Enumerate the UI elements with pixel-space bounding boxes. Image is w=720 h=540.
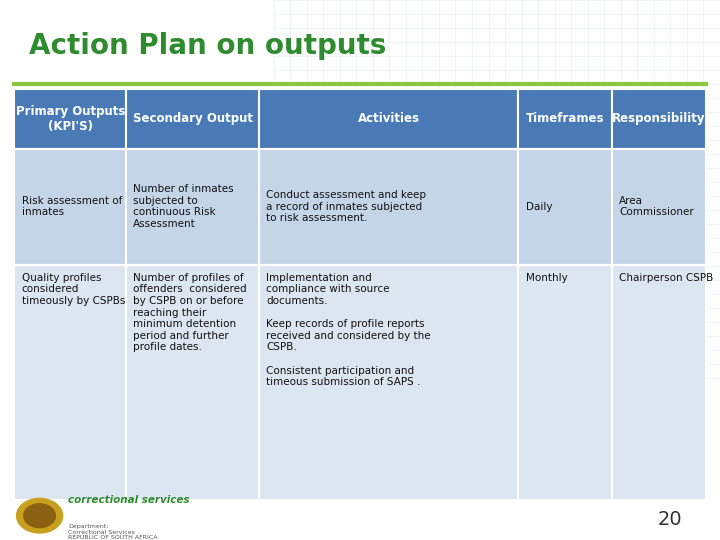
Bar [259,89,518,148]
Bar [518,89,612,148]
Circle shape [17,498,63,533]
Text: Responsibility: Responsibility [612,112,706,125]
Text: Primary Outputs
(KPI'S): Primary Outputs (KPI'S) [16,105,125,133]
Text: Risk assessment of
inmates: Risk assessment of inmates [22,195,122,217]
Bar [259,148,518,265]
Text: Monthly: Monthly [526,273,567,283]
Text: Number of inmates
subjected to
continuous Risk
Assessment: Number of inmates subjected to continuou… [133,184,234,229]
Bar [14,265,126,500]
Bar [14,89,126,148]
Text: Chairperson CSPB: Chairperson CSPB [619,273,714,283]
Bar [518,148,612,265]
Text: Activities: Activities [358,112,420,125]
Bar [126,265,259,500]
Circle shape [24,504,55,528]
Text: Timeframes: Timeframes [526,112,605,125]
Bar [126,148,259,265]
Text: Conduct assessment and keep
a record of inmates subjected
to risk assessment.: Conduct assessment and keep a record of … [266,190,426,223]
Bar [126,89,259,148]
Text: Area
Commissioner: Area Commissioner [619,195,694,217]
Bar [259,265,518,500]
Bar [14,148,126,265]
Text: Number of profiles of
offenders  considered
by CSPB on or before
reaching their
: Number of profiles of offenders consider… [133,273,247,352]
Text: 20: 20 [657,510,682,529]
Bar [612,89,706,148]
Text: Secondary Output: Secondary Output [132,112,253,125]
Text: Implementation and
compliance with source
documents.

Keep records of profile re: Implementation and compliance with sourc… [266,273,431,387]
Text: Quality profiles
considered
timeously by CSPBs: Quality profiles considered timeously by… [22,273,125,306]
Text: correctional services: correctional services [68,495,190,505]
Bar [612,148,706,265]
Bar [518,265,612,500]
Text: Daily: Daily [526,201,552,212]
Text: Department:
Correctional Services
REPUBLIC OF SOUTH AFRICA: Department: Correctional Services REPUBL… [68,524,158,540]
Bar [612,265,706,500]
Text: Action Plan on outputs: Action Plan on outputs [29,32,386,60]
